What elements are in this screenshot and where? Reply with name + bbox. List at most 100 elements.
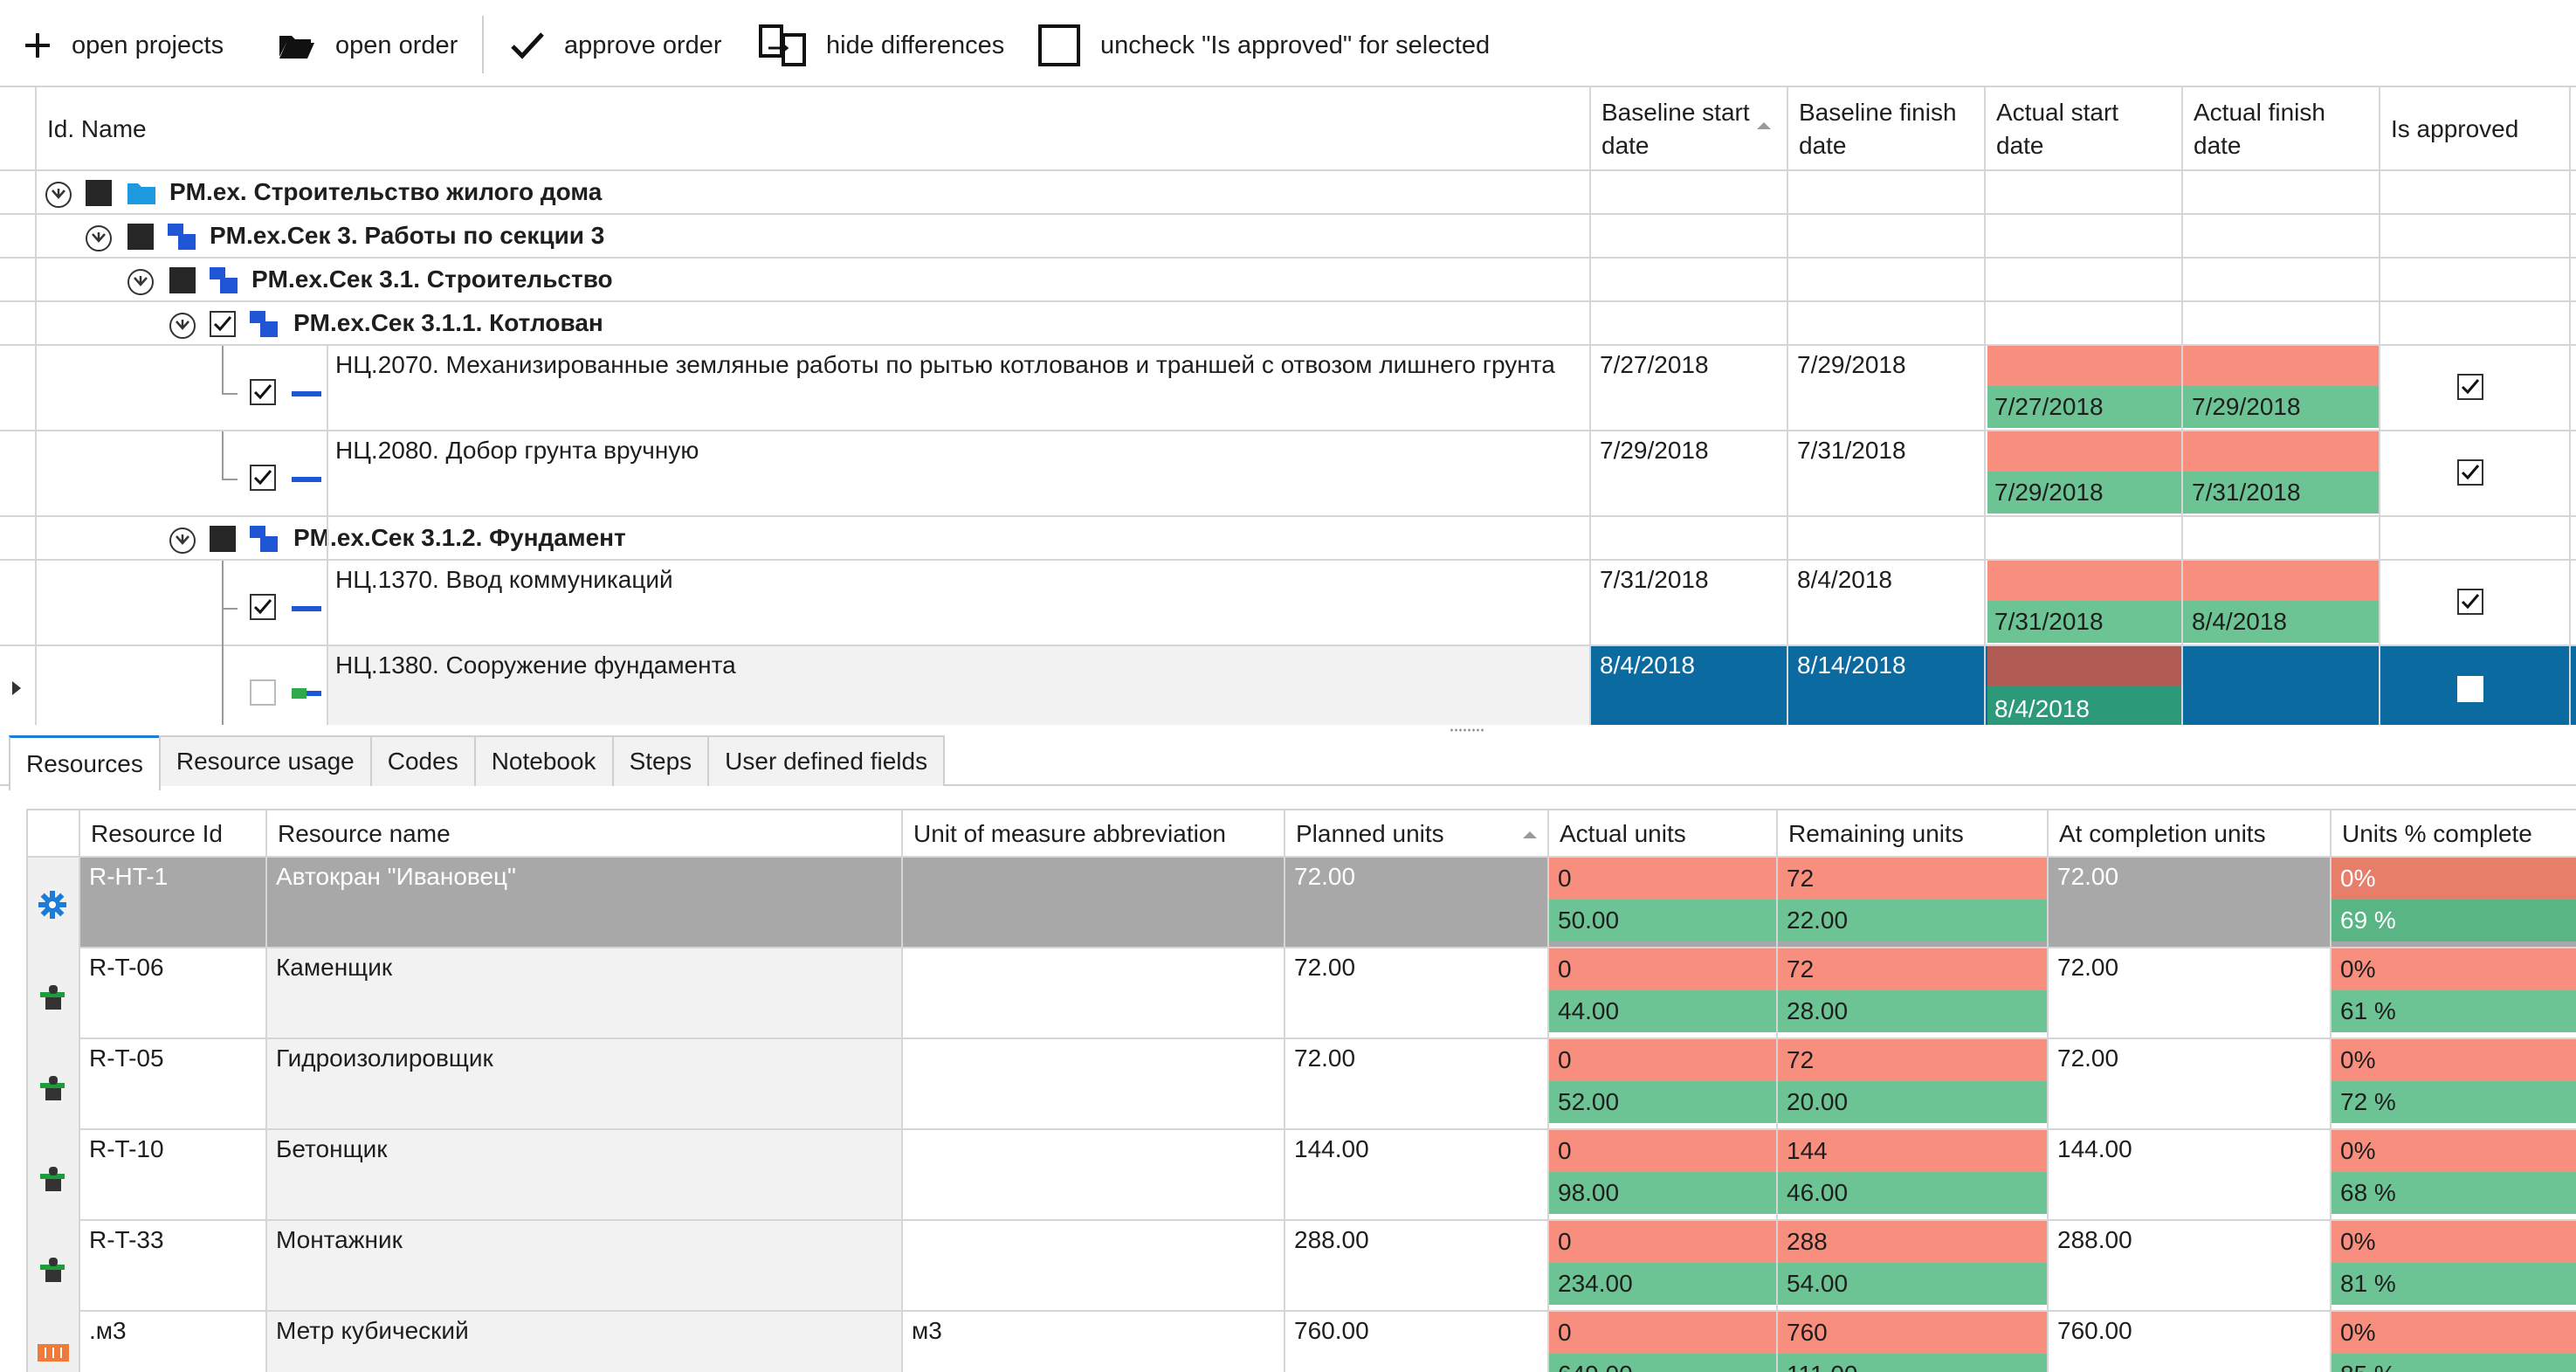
planned-units: 144.00 [1294, 1135, 1369, 1162]
col-header-resource-id[interactable]: Resource Id [91, 820, 223, 847]
col-header-actual-units[interactable]: Actual units [1560, 820, 1686, 847]
resource-row[interactable]: R-T-05 Гидроизолировщик 72.00 0 52.00 72 20.00… [28, 1039, 2576, 1130]
collapse-icon[interactable] [126, 267, 155, 297]
resources-header [28, 810, 2576, 858]
is-approved-checkbox[interactable] [2457, 459, 2483, 486]
open-projects-button[interactable]: open projects [23, 12, 224, 79]
tab-user-defined-fields[interactable]: User defined fields [707, 735, 946, 786]
baseline-start: 7/29/2018 [1600, 437, 1709, 464]
worker-icon [37, 980, 68, 1016]
activities-grid: Id. Name Baseline start date Baseline fi… [0, 86, 2576, 725]
plus-icon [25, 33, 50, 58]
baseline-start: 7/27/2018 [1600, 351, 1709, 378]
col-header-baseline-start[interactable]: Baseline start date [1601, 99, 1750, 159]
planned-units: 288.00 [1294, 1226, 1369, 1253]
at-completion-units: 72.00 [2057, 863, 2119, 890]
col-header-remaining-units[interactable]: Remaining units [1788, 820, 1964, 847]
col-header-planned-units[interactable]: Planned units [1296, 820, 1444, 847]
col-header-name[interactable]: Id. Name [47, 115, 147, 142]
sort-ascending-icon [1523, 831, 1537, 838]
activity-checkbox[interactable] [250, 379, 276, 405]
col-header-actual-start[interactable]: Actual start date [1996, 99, 2119, 159]
col-header-at-completion-units[interactable]: At completion units [2059, 820, 2266, 847]
resource-row[interactable]: R-T-06 Каменщик 72.00 0 44.00 72 28.00 72.00 0% 6… [28, 948, 2576, 1039]
actual-units-new: 52.00 [1549, 1081, 1776, 1123]
wbs-checkbox-partial[interactable] [210, 526, 236, 552]
collapse-icon[interactable] [168, 311, 197, 341]
is-approved-checkbox[interactable] [2457, 374, 2483, 400]
actual-units-new: 44.00 [1549, 990, 1776, 1032]
gear-icon [37, 889, 68, 925]
tab-codes[interactable]: Codes [369, 735, 476, 786]
uncheck-approved-button[interactable]: uncheck "Is approved" for selected [1037, 12, 1490, 79]
wbs-checkbox-partial[interactable] [169, 267, 196, 293]
planned-units: 72.00 [1294, 1045, 1356, 1072]
collapse-icon[interactable] [84, 224, 114, 253]
collapse-icon[interactable] [168, 526, 197, 555]
actual-units-old: 0 [1549, 858, 1776, 900]
tab-steps[interactable]: Steps [611, 735, 710, 786]
pct-complete-new: 81 % [2331, 1263, 2576, 1305]
wbs-row[interactable]: PM.ex. Строительство жилого дома [0, 171, 2576, 215]
wbs-row[interactable]: PM.ex.Сек 3.1.2. Фундамент [0, 517, 2576, 561]
tab-resource-usage[interactable]: Resource usage [158, 735, 372, 786]
tab-notebook[interactable]: Notebook [473, 735, 614, 786]
resource-uom: м3 [912, 1317, 942, 1344]
collapse-icon[interactable] [44, 180, 73, 210]
resource-name: Автокран "Ивановец" [276, 863, 516, 890]
open-order-button[interactable]: open order [278, 12, 458, 79]
remaining-units-new: 22.00 [1778, 900, 2047, 941]
resource-row[interactable]: R-T-33 Монтажник 288.00 0 234.00 288 54.00 288.… [28, 1221, 2576, 1312]
wbs-row[interactable]: PM.ex.Сек 3.1. Строительство [0, 259, 2576, 302]
wbs-checkbox-partial[interactable] [86, 180, 112, 206]
toolbar-separator [482, 16, 484, 73]
pct-complete-cell: 0% 72 % [2331, 1039, 2576, 1123]
activity-row[interactable]: НЦ.1370. Ввод коммуникаций 7/31/2018 8/4… [0, 561, 2576, 646]
resource-row[interactable]: .м3 Метр кубический м3 760.00 0649.00760111.… [28, 1312, 2576, 1372]
wbs-name: PM.ex.Сек 3. Работы по секции 3 [210, 222, 605, 249]
resource-id: R-T-33 [89, 1226, 164, 1253]
wbs-checkbox-partial[interactable] [127, 224, 154, 250]
wbs-checkbox[interactable] [210, 311, 236, 337]
is-approved-checkbox[interactable] [2457, 676, 2483, 702]
col-header-actual-finish[interactable]: Actual finish date [2194, 99, 2325, 159]
compare-icon [759, 24, 806, 66]
at-completion-units: 760.00 [2057, 1317, 2132, 1344]
col-header-baseline-finish[interactable]: Baseline finish date [1799, 99, 1957, 159]
at-completion-units: 72.00 [2057, 954, 2119, 981]
activity-row[interactable]: НЦ.2070. Механизированные земляные работ… [0, 346, 2576, 431]
actual-units-old: 0 [1549, 948, 1776, 990]
col-header-units-pct-complete[interactable]: Units % complete [2342, 820, 2532, 847]
hide-differences-button[interactable]: hide differences [758, 12, 1004, 79]
activity-checkbox[interactable] [250, 679, 276, 706]
col-header-resource-name[interactable]: Resource name [278, 820, 451, 847]
resource-row-selected[interactable]: R-HT-1 Автокран "Ивановец" 72.00 0 50.00 72 22… [28, 858, 2576, 948]
hide-differences-label: hide differences [826, 31, 1005, 59]
remaining-units-old: 72 [1778, 1039, 2047, 1081]
resource-row[interactable]: R-T-10 Бетонщик 144.00 0 98.00 144 46.00 144.00… [28, 1130, 2576, 1221]
worker-icon [37, 1071, 68, 1107]
wbs-icon [250, 311, 278, 337]
tab-resources[interactable]: Resources [9, 735, 161, 790]
wbs-row[interactable]: PM.ex.Сек 3. Работы по секции 3 [0, 215, 2576, 259]
actual-old-value [1987, 346, 2379, 386]
actual-new-value [1987, 472, 2379, 514]
remaining-units-cell: 760111.00 [1778, 1312, 2047, 1372]
activity-row-selected[interactable]: НЦ.1380. Сооружение фундамента 8/4/2018 … [0, 646, 2576, 725]
actual-start: 7/31/2018 [1994, 608, 2104, 635]
actual-old-value [1987, 561, 2379, 601]
pct-complete-cell: 0%85 % [2331, 1312, 2576, 1372]
actual-old-value [1987, 431, 2379, 472]
col-header-uom[interactable]: Unit of measure abbreviation [913, 820, 1226, 847]
activity-checkbox[interactable] [250, 594, 276, 620]
wbs-row[interactable]: PM.ex.Сек 3.1.1. Котлован [0, 302, 2576, 346]
baseline-finish: 8/14/2018 [1797, 652, 1906, 679]
activity-checkbox[interactable] [250, 465, 276, 491]
pane-splitter[interactable] [1450, 727, 1484, 733]
col-header-is-approved[interactable]: Is approved [2391, 115, 2519, 142]
activity-row[interactable]: НЦ.2080. Добор грунта вручную 7/29/2018 … [0, 431, 2576, 517]
remaining-units-new: 111.00 [1778, 1354, 2047, 1372]
is-approved-checkbox[interactable] [2457, 589, 2483, 615]
approve-order-button[interactable]: approve order [510, 12, 722, 79]
activity-name: НЦ.2080. Добор грунта вручную [335, 437, 699, 464]
